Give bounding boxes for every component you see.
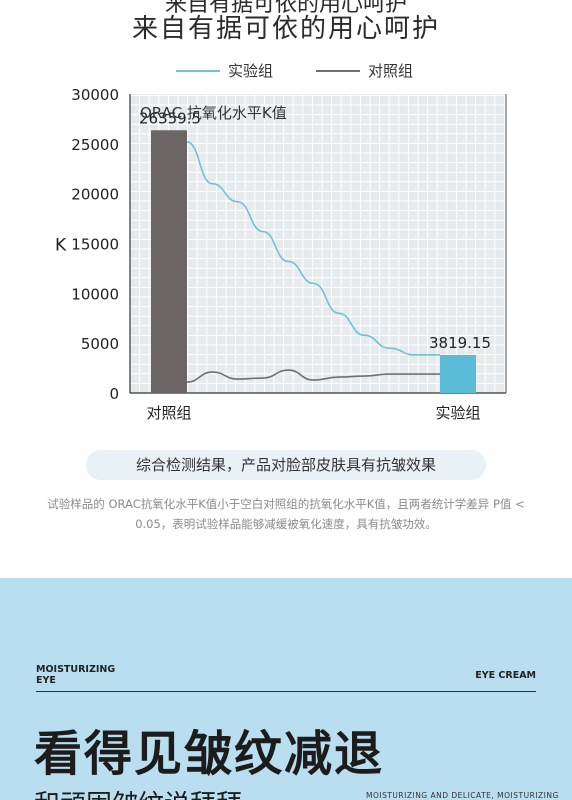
x-tick-label: 实验组 bbox=[435, 404, 480, 422]
bar-value-label: 26359.5 bbox=[139, 109, 201, 127]
tag-left-line2: EYE bbox=[36, 675, 56, 686]
chart-legend: 实验组 对照组 bbox=[0, 60, 572, 80]
y-tick-label: 5000 bbox=[81, 335, 119, 353]
page-title: 来自有据可依的用心呵护 bbox=[131, 14, 440, 44]
y-tick-label: 20000 bbox=[71, 186, 119, 204]
orac-chart: 0 5000 10000 15000 20000 25000 30000 K 26359.5 对照… bbox=[55, 88, 507, 422]
y-tick-label: 15000 bbox=[71, 236, 119, 254]
y-axis-label: K bbox=[55, 236, 67, 256]
bar-value-label: 3819.15 bbox=[429, 334, 491, 352]
legend-line-experiment bbox=[176, 69, 220, 72]
legend-line-control bbox=[316, 69, 360, 72]
tag-left-line1: MOISTURIZING bbox=[36, 664, 116, 675]
cropped-heading: 来自有据可依的用心呵护 bbox=[164, 0, 407, 17]
series-line-experiment bbox=[186, 141, 440, 356]
promo-small-text: MOISTURIZING AND DELICATE, MOISTURIZING bbox=[366, 791, 559, 800]
series-line-control bbox=[186, 369, 440, 383]
y-tick-label: 0 bbox=[109, 385, 119, 403]
promo-band: MOISTURIZING EYE EYE CREAM 看得见皱纹减退 和顽固皱纹… bbox=[0, 578, 572, 800]
promo-headline: 看得见皱纹减退 bbox=[34, 726, 385, 782]
promo-subline: 和顽固皱纹说拜拜 bbox=[34, 784, 242, 800]
legend-item-experiment: 实验组 bbox=[176, 60, 273, 81]
chart-title: ORAC 抗氧化水平K值 bbox=[140, 104, 287, 122]
divider bbox=[36, 691, 536, 692]
legend-label-experiment: 实验组 bbox=[228, 62, 274, 80]
tag-eye-cream: EYE CREAM bbox=[475, 670, 536, 681]
y-tick-label: 25000 bbox=[71, 136, 119, 154]
y-tick-label: 30000 bbox=[71, 88, 119, 104]
legend-item-control: 对照组 bbox=[316, 60, 413, 81]
study-note: 试验样品的 ORAC抗氧化水平K值小于空白对照组的抗氧化水平K值，且两者统计学差… bbox=[47, 497, 525, 531]
tag-moisturizing-eye: MOISTURIZING EYE bbox=[36, 664, 115, 686]
x-tick-label: 对照组 bbox=[146, 404, 191, 422]
summary-pill: 综合检测结果，产品对脸部皮肤具有抗皱效果 bbox=[86, 450, 486, 480]
y-tick-label: 10000 bbox=[71, 285, 119, 303]
bar-control bbox=[151, 130, 187, 394]
legend-label-control: 对照组 bbox=[368, 62, 414, 80]
bar-experiment bbox=[440, 354, 476, 393]
